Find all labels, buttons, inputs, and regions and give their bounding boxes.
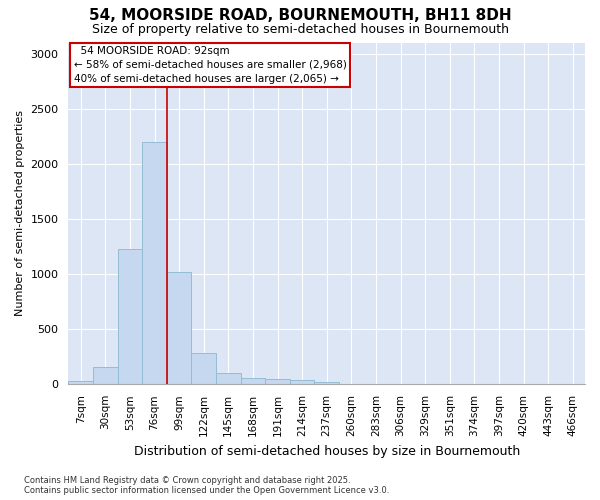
Bar: [265, 379, 290, 384]
Bar: [241, 378, 265, 384]
Text: Contains HM Land Registry data © Crown copyright and database right 2025.
Contai: Contains HM Land Registry data © Crown c…: [24, 476, 389, 495]
Bar: [314, 382, 339, 384]
Bar: [167, 272, 191, 384]
Bar: [191, 353, 216, 384]
Bar: [216, 374, 241, 384]
Text: Size of property relative to semi-detached houses in Bournemouth: Size of property relative to semi-detach…: [91, 22, 509, 36]
Bar: [290, 380, 314, 384]
Y-axis label: Number of semi-detached properties: Number of semi-detached properties: [15, 110, 25, 316]
Text: 54, MOORSIDE ROAD, BOURNEMOUTH, BH11 8DH: 54, MOORSIDE ROAD, BOURNEMOUTH, BH11 8DH: [89, 8, 511, 22]
Bar: [142, 142, 167, 384]
Bar: [68, 381, 93, 384]
Bar: [118, 248, 142, 384]
X-axis label: Distribution of semi-detached houses by size in Bournemouth: Distribution of semi-detached houses by …: [134, 444, 520, 458]
Bar: [93, 367, 118, 384]
Text: 54 MOORSIDE ROAD: 92sqm  
← 58% of semi-detached houses are smaller (2,968)
40% : 54 MOORSIDE ROAD: 92sqm ← 58% of semi-de…: [74, 46, 346, 84]
